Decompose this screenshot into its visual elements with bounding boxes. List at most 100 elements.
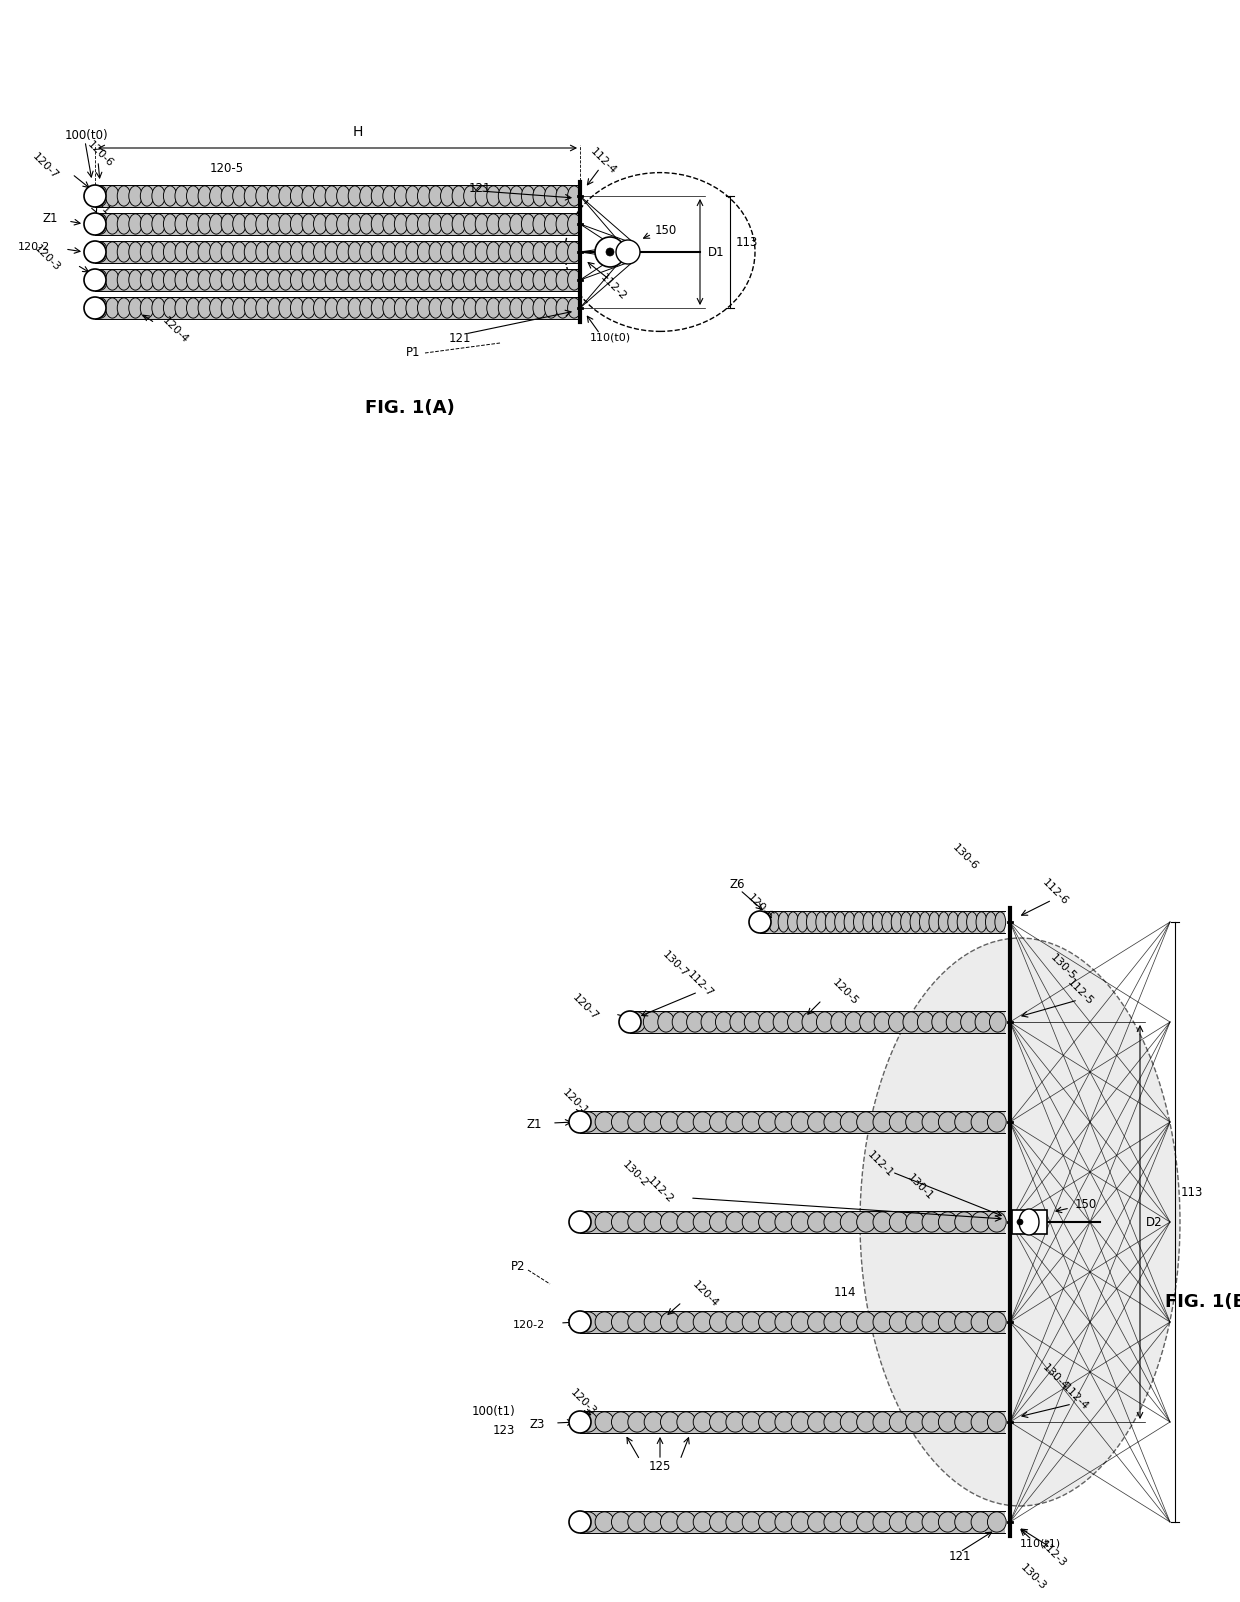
Ellipse shape [233,269,246,290]
Ellipse shape [290,269,304,290]
Circle shape [595,237,625,268]
Text: 112-2: 112-2 [598,272,627,301]
Ellipse shape [701,1012,718,1032]
Text: 125: 125 [649,1461,671,1474]
Ellipse shape [429,215,443,234]
Ellipse shape [418,242,430,263]
Ellipse shape [521,242,534,263]
Ellipse shape [769,912,780,932]
Ellipse shape [533,269,547,290]
Ellipse shape [990,1012,1006,1032]
Ellipse shape [105,242,119,263]
Ellipse shape [268,298,280,319]
Ellipse shape [556,215,569,234]
Ellipse shape [118,242,130,263]
Circle shape [619,1011,641,1033]
Ellipse shape [418,269,430,290]
Ellipse shape [774,1012,790,1032]
Ellipse shape [487,269,500,290]
Ellipse shape [946,1012,962,1032]
Ellipse shape [627,1312,646,1333]
Ellipse shape [556,298,569,319]
Ellipse shape [394,186,408,207]
Ellipse shape [661,1411,680,1432]
Ellipse shape [151,269,165,290]
Ellipse shape [797,912,807,932]
Ellipse shape [905,1112,925,1133]
Ellipse shape [510,269,523,290]
Ellipse shape [360,269,373,290]
Ellipse shape [325,269,339,290]
Ellipse shape [268,242,280,263]
Ellipse shape [627,1512,646,1532]
Ellipse shape [929,912,940,932]
Ellipse shape [709,1512,728,1532]
Ellipse shape [198,269,211,290]
Ellipse shape [775,1112,794,1133]
Ellipse shape [611,1112,630,1133]
Ellipse shape [905,1512,925,1532]
Ellipse shape [579,1312,598,1333]
Ellipse shape [521,186,534,207]
Ellipse shape [175,298,188,319]
Ellipse shape [303,298,315,319]
Text: 112-3: 112-3 [1038,1540,1068,1568]
Ellipse shape [725,1411,745,1432]
Ellipse shape [873,1112,892,1133]
Ellipse shape [371,269,384,290]
Text: 121: 121 [949,1551,971,1564]
Ellipse shape [487,186,500,207]
Text: 123: 123 [492,1424,515,1437]
Ellipse shape [510,242,523,263]
Ellipse shape [595,1211,614,1232]
Ellipse shape [140,269,154,290]
Text: 110(t0): 110(t0) [590,333,631,343]
Ellipse shape [971,1211,990,1232]
Ellipse shape [947,912,959,932]
Ellipse shape [314,269,327,290]
Bar [1012,1210,1047,1234]
Ellipse shape [556,242,569,263]
Ellipse shape [693,1411,712,1432]
Ellipse shape [835,912,846,932]
Ellipse shape [348,242,362,263]
Ellipse shape [198,215,211,234]
Ellipse shape [579,1512,598,1532]
Text: 120-7: 120-7 [570,992,600,1022]
Ellipse shape [429,186,443,207]
Ellipse shape [429,298,443,319]
Ellipse shape [853,912,864,932]
Ellipse shape [787,912,799,932]
Ellipse shape [791,1411,810,1432]
Text: 120-6: 120-6 [86,139,115,168]
Ellipse shape [939,1312,957,1333]
Ellipse shape [709,1211,728,1232]
Ellipse shape [579,1211,598,1232]
Ellipse shape [568,186,580,207]
Ellipse shape [221,242,234,263]
Ellipse shape [440,186,454,207]
Ellipse shape [418,186,430,207]
Ellipse shape [440,269,454,290]
Ellipse shape [325,242,339,263]
Ellipse shape [405,242,419,263]
Ellipse shape [487,298,500,319]
Circle shape [84,213,105,235]
Ellipse shape [360,298,373,319]
Text: 120-3: 120-3 [568,1387,598,1416]
Ellipse shape [533,242,547,263]
Ellipse shape [325,215,339,234]
Ellipse shape [244,298,258,319]
Ellipse shape [429,269,443,290]
Ellipse shape [725,1312,745,1333]
Ellipse shape [807,1512,826,1532]
Ellipse shape [279,215,293,234]
Ellipse shape [841,1112,859,1133]
Ellipse shape [807,1411,826,1432]
Circle shape [569,1211,591,1234]
Ellipse shape [882,912,893,932]
Ellipse shape [371,215,384,234]
Ellipse shape [568,298,580,319]
Ellipse shape [844,912,854,932]
Ellipse shape [510,215,523,234]
